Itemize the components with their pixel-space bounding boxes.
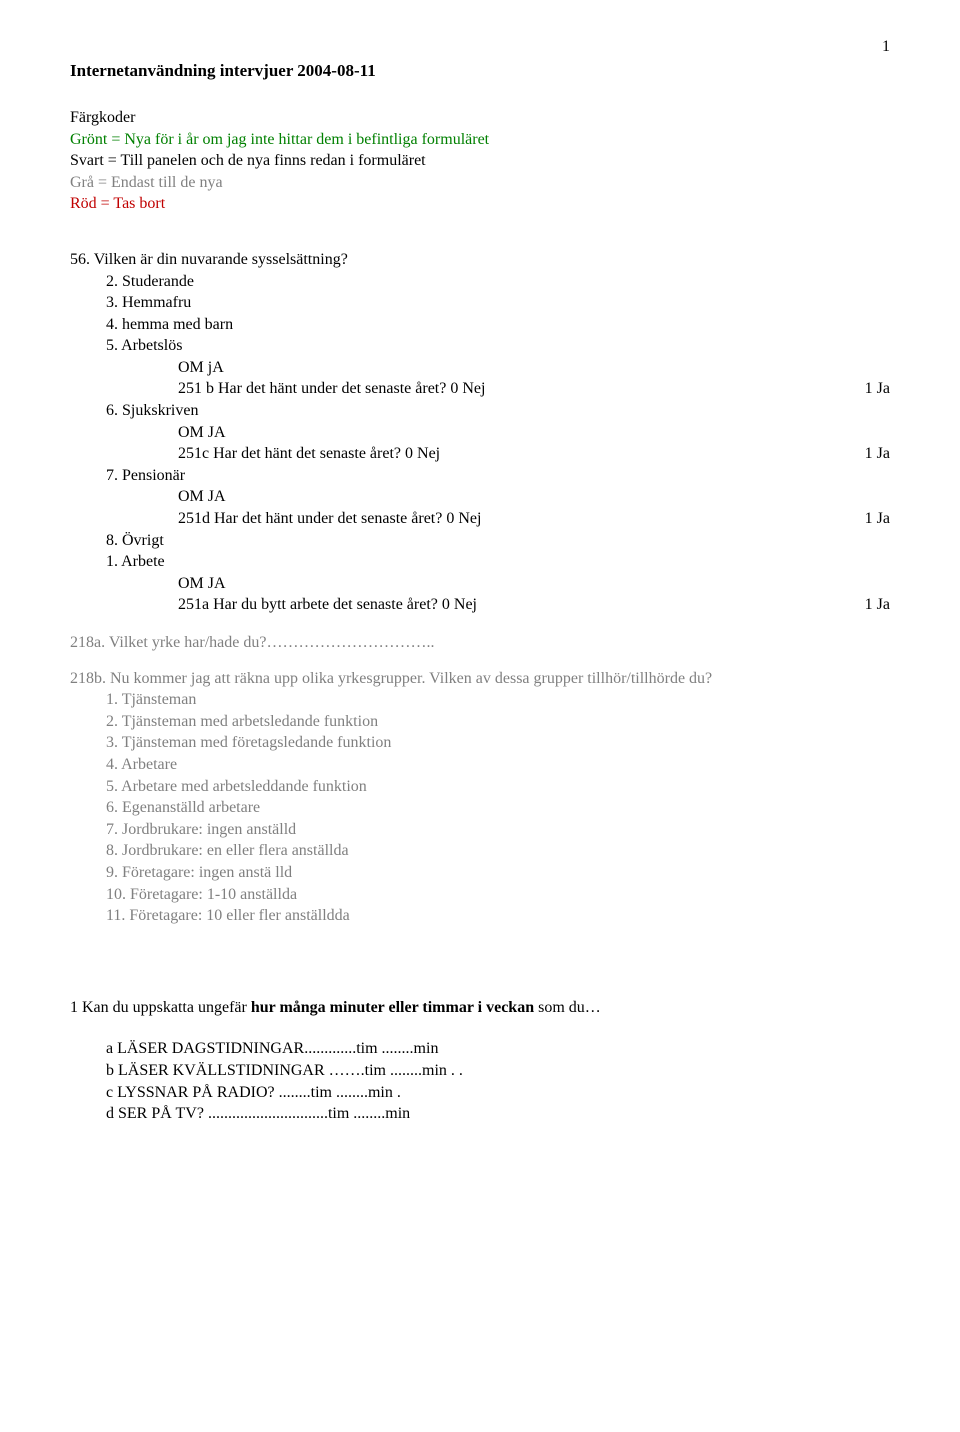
q56-opt5: 5. Arbetslös <box>106 335 890 357</box>
q56-opt5-q: 251 b Har det hänt under det senaste åre… <box>178 378 825 400</box>
q218b-o7: 7. Jordbrukare: ingen anställd <box>106 819 890 841</box>
question-218b: 218b. Nu kommer jag att räkna upp olika … <box>70 668 890 927</box>
question-1-lead: 1 Kan du uppskatta ungefär hur många min… <box>70 997 890 1019</box>
q56-opt1-r: 1 Ja <box>865 594 890 616</box>
color-key-black: Svart = Till panelen och de nya finns re… <box>70 150 890 172</box>
q1-lead-bold: hur många minuter eller timmar i veckan <box>251 999 534 1016</box>
question-1-options: a LÄSER DAGSTIDNINGAR.............tim ..… <box>106 1038 890 1124</box>
q56-opt1-q: 251a Har du bytt arbete det senaste året… <box>178 594 825 616</box>
q218b-o6: 6. Egenanställd arbetare <box>106 797 890 819</box>
q1-c: c LYSSNAR PÅ RADIO? ........tim ........… <box>106 1082 890 1104</box>
color-key-green: Grönt = Nya för i år om jag inte hittar … <box>70 129 890 151</box>
q56-opt5-row: 251 b Har det hänt under det senaste åre… <box>178 378 890 400</box>
page-number: 1 <box>882 36 890 58</box>
color-key-block: Färgkoder Grönt = Nya för i år om jag in… <box>70 107 890 215</box>
color-key-heading: Färgkoder <box>70 107 890 129</box>
q56-opt6-r: 1 Ja <box>865 443 890 465</box>
q218b-o1: 1. Tjänsteman <box>106 689 890 711</box>
q218b-o4: 4. Arbetare <box>106 754 890 776</box>
q218b-o3: 3. Tjänsteman med företagsledande funkti… <box>106 732 890 754</box>
color-key-gray: Grå = Endast till de nya <box>70 172 890 194</box>
q56-opt6-q: 251c Har det hänt det senaste året? 0 Ne… <box>178 443 825 465</box>
document-page: 1 Internetanvändning intervjuer 2004-08-… <box>0 0 960 1432</box>
q56-opt6-row: 251c Har det hänt det senaste året? 0 Ne… <box>178 443 890 465</box>
q218b-o5: 5. Arbetare med arbetsleddande funktion <box>106 776 890 798</box>
q56-opt4: 4. hemma med barn <box>106 314 890 336</box>
q56-opt8: 8. Övrigt <box>106 530 890 552</box>
q56-opt1-omja: OM JA <box>178 573 890 595</box>
question-56: 56. Vilken är din nuvarande sysselsättni… <box>70 249 890 616</box>
q56-opt6-omja: OM JA <box>178 422 890 444</box>
q1-a: a LÄSER DAGSTIDNINGAR.............tim ..… <box>106 1038 890 1060</box>
q218b-o8: 8. Jordbrukare: en eller flera anställda <box>106 840 890 862</box>
q56-opt1-row: 251a Har du bytt arbete det senaste året… <box>178 594 890 616</box>
q218b-o10: 10. Företagare: 1-10 anställda <box>106 884 890 906</box>
q56-opt6: 6. Sjukskriven <box>106 400 890 422</box>
q218b-lead: 218b. Nu kommer jag att räkna upp olika … <box>70 668 890 690</box>
q1-b: b LÄSER KVÄLLSTIDNINGAR …….tim ........m… <box>106 1060 890 1082</box>
q56-opt2: 2. Studerande <box>106 271 890 293</box>
q56-opt7-row: 251d Har det hänt under det senaste året… <box>178 508 890 530</box>
q56-opt7-omja: OM JA <box>178 486 890 508</box>
color-key-red: Röd = Tas bort <box>70 193 890 215</box>
q218b-o9: 9. Företagare: ingen anstä lld <box>106 862 890 884</box>
q1-lead-plain1: 1 Kan du uppskatta ungefär <box>70 999 251 1016</box>
q56-opt5-omja: OM jA <box>178 357 890 379</box>
q56-opt3: 3. Hemmafru <box>106 292 890 314</box>
q218b-o2: 2. Tjänsteman med arbetsledande funktion <box>106 711 890 733</box>
q56-opt7: 7. Pensionär <box>106 465 890 487</box>
document-title: Internetanvändning intervjuer 2004-08-11 <box>70 60 890 83</box>
q1-d: d SER PÅ TV? ...........................… <box>106 1103 890 1125</box>
q56-lead: 56. Vilken är din nuvarande sysselsättni… <box>70 249 890 271</box>
q56-opt7-q: 251d Har det hänt under det senaste året… <box>178 508 825 530</box>
q56-opt7-r: 1 Ja <box>865 508 890 530</box>
q1-lead-plain2: som du… <box>534 999 601 1016</box>
q218b-o11: 11. Företagare: 10 eller fler anställdda <box>106 905 890 927</box>
q56-opt5-r: 1 Ja <box>865 378 890 400</box>
q56-opt1: 1. Arbete <box>106 551 890 573</box>
question-218a: 218a. Vilket yrke har/hade du?…………………………… <box>70 632 890 654</box>
